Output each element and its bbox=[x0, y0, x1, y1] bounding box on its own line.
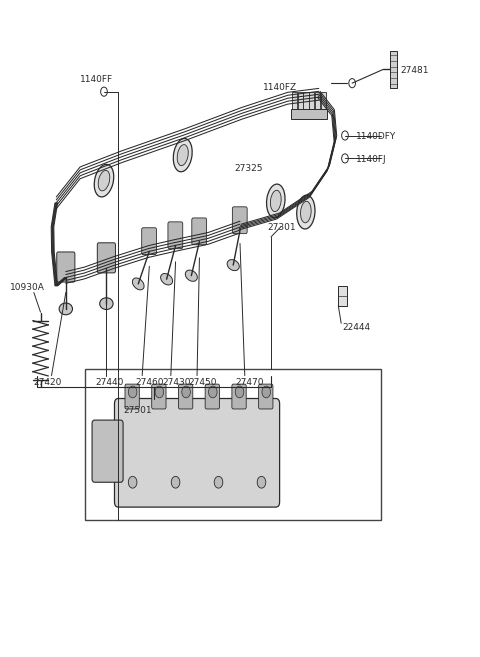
Circle shape bbox=[257, 476, 266, 488]
Text: 27470: 27470 bbox=[235, 378, 264, 387]
Text: 27430: 27430 bbox=[162, 378, 191, 387]
Circle shape bbox=[171, 476, 180, 488]
Circle shape bbox=[182, 386, 191, 398]
Circle shape bbox=[349, 79, 356, 88]
Ellipse shape bbox=[98, 170, 110, 191]
Text: 1140FZ: 1140FZ bbox=[263, 83, 297, 92]
Circle shape bbox=[128, 386, 137, 398]
Text: 27450: 27450 bbox=[189, 378, 217, 387]
Ellipse shape bbox=[132, 278, 144, 290]
Bar bbox=[292, 93, 297, 110]
Ellipse shape bbox=[94, 164, 114, 197]
FancyBboxPatch shape bbox=[205, 384, 219, 409]
Text: 27420: 27420 bbox=[34, 378, 62, 387]
Ellipse shape bbox=[185, 270, 197, 281]
FancyBboxPatch shape bbox=[179, 384, 193, 409]
FancyBboxPatch shape bbox=[192, 218, 206, 245]
FancyBboxPatch shape bbox=[115, 399, 280, 507]
FancyBboxPatch shape bbox=[97, 243, 116, 273]
Circle shape bbox=[342, 154, 348, 163]
Bar bbox=[390, 51, 396, 88]
FancyBboxPatch shape bbox=[57, 252, 75, 282]
Ellipse shape bbox=[227, 260, 240, 271]
Bar bbox=[315, 93, 320, 110]
Ellipse shape bbox=[297, 195, 315, 229]
Text: 1140FJ: 1140FJ bbox=[356, 155, 386, 164]
Ellipse shape bbox=[100, 298, 113, 309]
Bar bbox=[303, 93, 309, 110]
FancyBboxPatch shape bbox=[152, 384, 166, 409]
Bar bbox=[309, 93, 314, 110]
Bar bbox=[85, 369, 381, 520]
Circle shape bbox=[235, 386, 244, 398]
FancyBboxPatch shape bbox=[259, 384, 273, 409]
Bar bbox=[338, 286, 348, 306]
FancyBboxPatch shape bbox=[92, 420, 123, 482]
Circle shape bbox=[128, 476, 137, 488]
Text: 27501: 27501 bbox=[123, 407, 152, 415]
Text: 27301: 27301 bbox=[268, 223, 296, 232]
Text: 1140DFY: 1140DFY bbox=[356, 132, 396, 141]
Ellipse shape bbox=[177, 145, 188, 166]
Text: 27481: 27481 bbox=[400, 66, 429, 75]
Bar bbox=[291, 109, 327, 119]
FancyBboxPatch shape bbox=[232, 207, 247, 234]
Circle shape bbox=[155, 386, 164, 398]
FancyBboxPatch shape bbox=[232, 384, 246, 409]
Circle shape bbox=[208, 386, 217, 398]
Text: 27460: 27460 bbox=[135, 378, 164, 387]
Ellipse shape bbox=[161, 273, 173, 285]
FancyBboxPatch shape bbox=[168, 222, 183, 249]
Text: 10930A: 10930A bbox=[10, 283, 45, 292]
Text: 27325: 27325 bbox=[234, 164, 263, 173]
Bar bbox=[298, 93, 303, 110]
Text: 1140FF: 1140FF bbox=[80, 76, 113, 84]
Circle shape bbox=[214, 476, 223, 488]
Circle shape bbox=[342, 131, 348, 140]
Circle shape bbox=[262, 386, 271, 398]
Ellipse shape bbox=[266, 184, 285, 217]
Bar bbox=[321, 93, 326, 110]
Text: 27440: 27440 bbox=[95, 378, 123, 387]
FancyBboxPatch shape bbox=[142, 228, 156, 254]
Ellipse shape bbox=[300, 201, 311, 223]
Circle shape bbox=[101, 87, 108, 97]
Ellipse shape bbox=[270, 191, 281, 212]
Ellipse shape bbox=[173, 139, 192, 171]
Text: 22444: 22444 bbox=[343, 323, 371, 332]
Ellipse shape bbox=[59, 303, 72, 315]
FancyBboxPatch shape bbox=[125, 384, 139, 409]
